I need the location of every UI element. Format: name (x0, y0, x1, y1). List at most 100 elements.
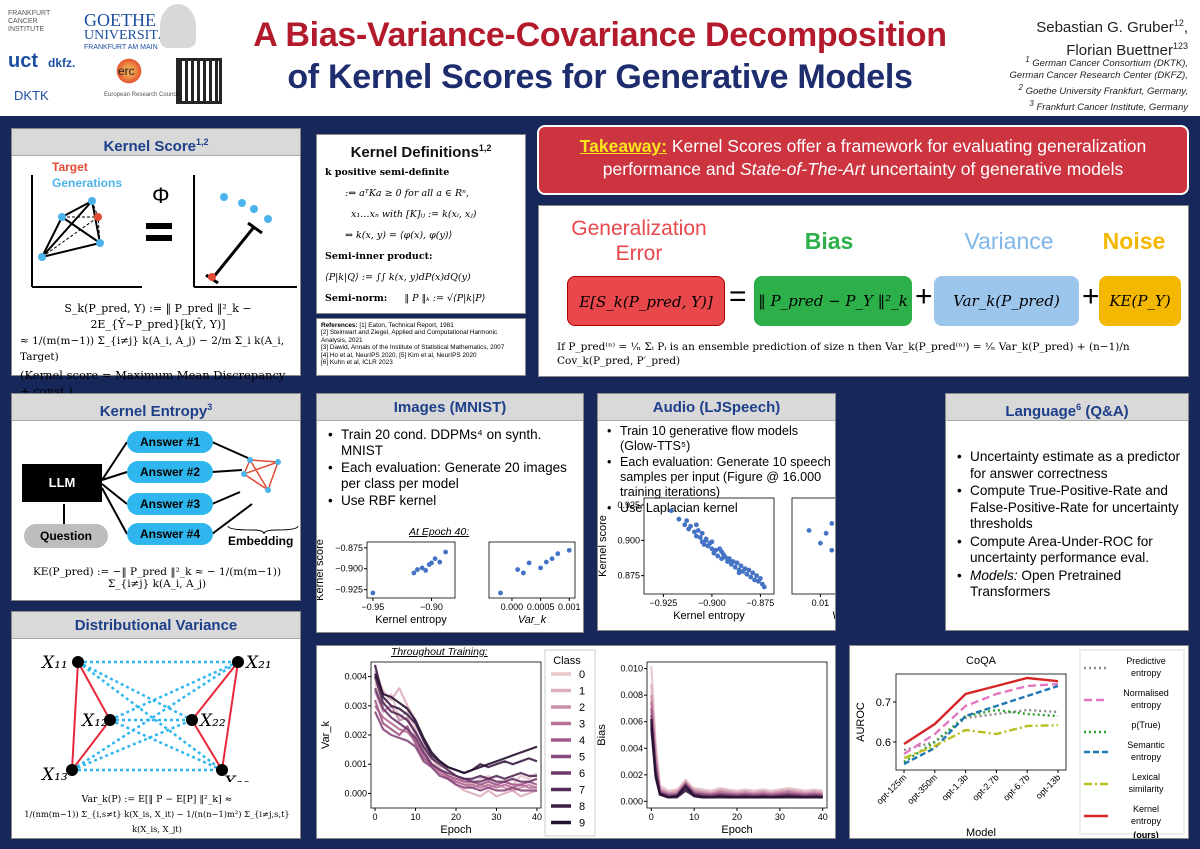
scatter-point (818, 540, 823, 546)
takeaway-text-3: uncertainty of generative models (865, 159, 1124, 179)
affiliations: 1 German Cancer Consortium (DKTK), Germa… (1009, 55, 1188, 114)
scatter-point (736, 570, 742, 576)
plot-frame (643, 497, 775, 595)
plot-frame (895, 673, 1067, 771)
label-x22: X₂₂ (198, 711, 226, 731)
y-tick-label: 0.008 (620, 690, 643, 700)
language-bullet-2: Compute True-Positive-Rate and False-Pos… (957, 483, 1182, 533)
scatter-point (715, 553, 721, 559)
x-tick-label: −0.875 (747, 598, 775, 608)
x-tick-label: 30 (775, 812, 785, 822)
scatter-point (726, 557, 732, 563)
references-list: References: [1] Eaton, Technical Report,… (321, 322, 505, 367)
scatter-point (437, 559, 443, 565)
legend-label: Kernel entropy (1131, 804, 1162, 826)
legend-label-class-2: 2 (579, 702, 585, 714)
goethe-portrait-icon (160, 4, 196, 48)
y-tick-label: 0.010 (620, 664, 643, 674)
dkfz-logo: dkfz. (48, 56, 76, 70)
label-x21: X₂₁ (244, 653, 272, 673)
answer-2: Answer #2 (127, 461, 213, 483)
uct-logo: uct (8, 50, 38, 72)
scatter-point (732, 564, 738, 570)
def-line-7: Semi-norm: (325, 293, 388, 304)
generation-point (58, 213, 66, 221)
y-axis-label: Kernel score (598, 515, 609, 577)
title-line-2: of Kernel Scores for Generative Models (287, 58, 913, 96)
x-tick-label: 0 (373, 812, 378, 822)
title-line-1: A Bias-Variance-Covariance Decomposition (253, 16, 947, 54)
scatter-point (829, 547, 835, 553)
audio-title: Audio (LJSpeech) (598, 394, 835, 421)
generation-point (96, 239, 104, 247)
plot-frame (366, 541, 456, 599)
variance-label: Variance (964, 228, 1054, 254)
x-tick-label: opt-6.7b (1001, 772, 1031, 802)
x-axis-label: Var_k (832, 610, 835, 622)
qr-code-icon[interactable] (176, 58, 222, 104)
x-tick-label: 0 (649, 812, 654, 822)
plot-frame (646, 661, 828, 809)
series-line-class-1 (650, 684, 823, 794)
goethe-logo-line1: GOETHE (84, 10, 156, 30)
kernel-score-diagram: Target Generations Φ (31, 160, 297, 288)
x-tick-label: 30 (491, 812, 501, 822)
scatter-point (688, 523, 693, 529)
y-tick-label: 0.004 (620, 743, 643, 753)
takeaway-text-1: Kernel Scores offer a framework for eval… (602, 136, 1147, 179)
legend-label: Predictive entropy (1126, 656, 1166, 678)
legend-label-class-5: 5 (579, 752, 585, 764)
noise-box: KE(P_Y) (1099, 276, 1181, 326)
phi-symbol: Φ (152, 183, 170, 208)
legend-label-class-7: 7 (579, 785, 585, 797)
series-line-class-7 (373, 676, 537, 780)
legend-label-class-9: 9 (579, 818, 585, 830)
logo-area: FRANKFURT CANCER INSTITUTE GOETHE UNIVER… (4, 4, 244, 110)
x-tick-label: 20 (451, 812, 461, 822)
scatter-point (719, 556, 725, 562)
scatter-point (515, 567, 521, 572)
x-axis-label: Var_k (518, 614, 547, 626)
answer-3: Answer #3 (127, 493, 213, 515)
audio-panel: Audio (LJSpeech) Train 10 generative flo… (597, 393, 836, 631)
scatter-point (432, 556, 438, 562)
author-1-sup: 12 (1173, 18, 1184, 28)
scatter-point (549, 556, 555, 562)
y-tick-label: 0.006 (620, 717, 643, 727)
answer-1: Answer #1 (127, 431, 213, 453)
x-axis-label: Kernel entropy (673, 610, 745, 622)
node-x11 (72, 656, 84, 668)
fci-logo: FRANKFURT CANCER INSTITUTE (8, 10, 51, 33)
x-tick-label: 10 (689, 812, 699, 822)
series-line-class-0 (650, 665, 823, 792)
series-line-class-5 (374, 711, 537, 792)
x-tick-label: −0.95 (361, 602, 384, 612)
audio-plots: −0.925 −0.900 −0.875 0.925 0.900 0.875 Kernel … (598, 497, 835, 622)
legend-title: Class (553, 655, 581, 667)
kernel-entropy-formula: KE(P_pred) := −‖ P_pred ‖²_k ≈ − 1/(m(m−… (32, 566, 282, 590)
scatter-point (719, 549, 725, 555)
y-tick-label: 0.7 (876, 697, 891, 709)
scatter-point (746, 567, 752, 573)
scatter-point (730, 559, 736, 564)
answer-4: Answer #4 (127, 523, 213, 545)
equals-bar-bottom (146, 235, 172, 241)
plus-sign-1: + (915, 280, 933, 313)
scatter-point (423, 568, 429, 573)
scatter-point (823, 530, 829, 536)
scatter-point (709, 539, 715, 545)
dist-var-panel: Distributional Variance X₁₁ X₂₁ X₁₂ X₂₂ … (11, 611, 301, 839)
decomposition-panel: Generalization Error Bias Variance Noise… (538, 205, 1189, 377)
node-x23 (216, 764, 228, 776)
series-line-p-true- (903, 708, 1059, 764)
kernel-score-formula: S_k(P_pred, Y) := ‖ P_pred ‖²_k − 2E_{Ŷ~… (20, 301, 296, 399)
y-axis-label: AUROC (855, 702, 867, 742)
variance-box: Var_k(P_pred) (934, 276, 1079, 326)
x-tick-label: 0.0005 (527, 602, 555, 612)
node-x13 (66, 764, 78, 776)
dktk-logo: DKTK (14, 88, 49, 103)
scatter-point (692, 529, 697, 535)
x-axis-label: Kernel entropy (375, 614, 447, 626)
plus-sign-2: + (1082, 280, 1100, 313)
audio-bullet-1: Train 10 generative flow models (Glow-TT… (607, 424, 831, 454)
